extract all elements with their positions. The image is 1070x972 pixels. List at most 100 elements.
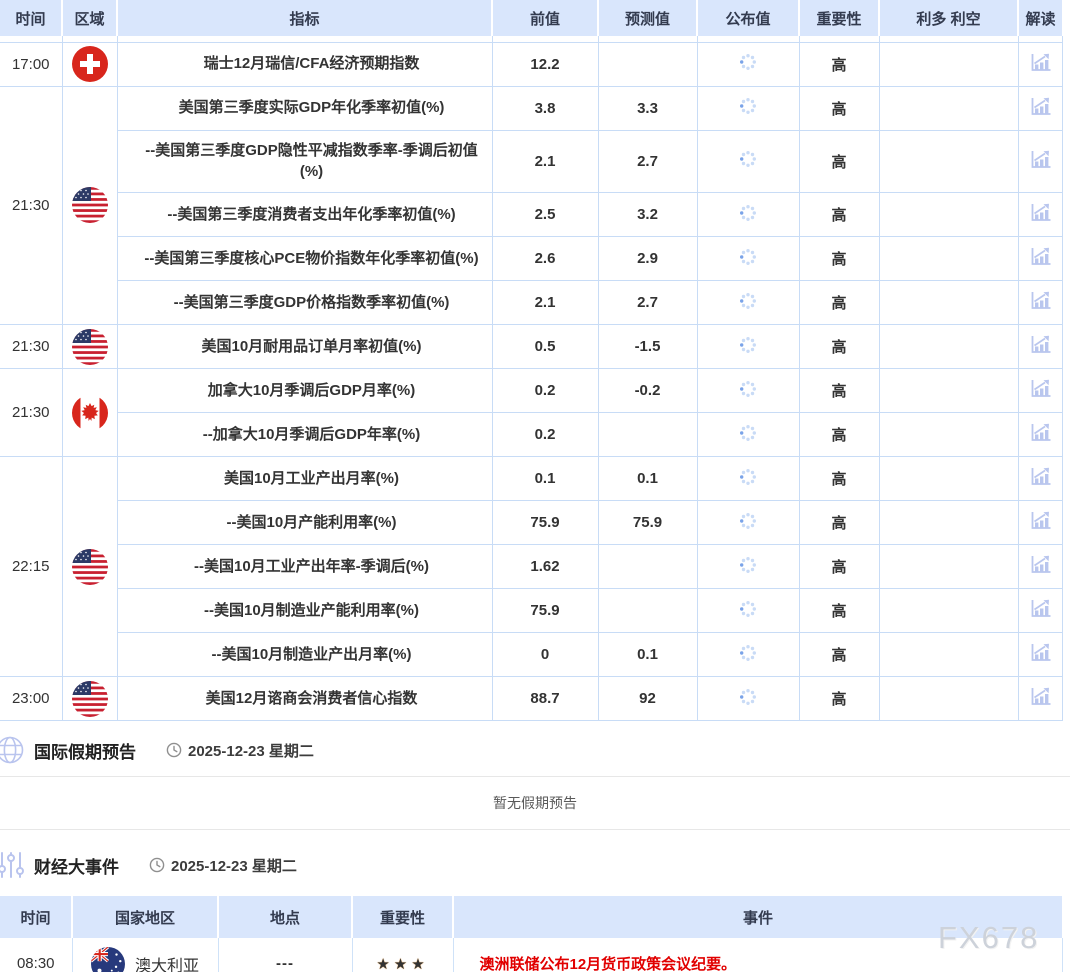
indicator-cell[interactable]: 美国12月谘商会消费者信心指数 xyxy=(116,676,493,721)
trend-chart-icon[interactable] xyxy=(1029,510,1052,531)
loading-spinner-icon xyxy=(740,688,756,705)
interpret-cell[interactable] xyxy=(1017,236,1063,281)
interpret-cell[interactable] xyxy=(1017,456,1063,501)
usa-flag-icon xyxy=(71,680,108,717)
previous-value: 0.2 xyxy=(491,368,599,413)
indicator-cell[interactable]: --美国10月制造业产出月率(%) xyxy=(117,632,493,677)
interpret-cell[interactable] xyxy=(1017,192,1063,237)
loading-spinner-icon xyxy=(740,54,756,70)
holiday-section-header: 国际假期预告 2025-12-23 星期二 xyxy=(0,734,1070,766)
table-row: --加拿大10月季调后GDP年率(%) 0.2 高 xyxy=(0,412,1063,457)
indicator-cell[interactable]: --美国10月工业产出年率-季调后(%) xyxy=(117,544,493,589)
indicator-cell[interactable]: --美国第三季度GDP价格指数季率初值(%) xyxy=(117,280,493,325)
importance-cell: 高 xyxy=(798,236,880,281)
loading-spinner-icon xyxy=(740,556,756,573)
holiday-empty-message: 暂无假期预告 xyxy=(493,795,577,811)
event-text-cell[interactable]: 澳洲联储公布12月货币政策会议纪要。 xyxy=(452,938,1063,972)
previous-value: 88.7 xyxy=(491,676,599,721)
table-row: --美国10月制造业产能利用率(%) 75.9 高 xyxy=(0,588,1063,633)
trend-chart-icon[interactable] xyxy=(1029,554,1052,575)
table-row: 21:30 美国10月耐用品订单月率初值(%) 0.5 -1.5 高 xyxy=(0,324,1063,369)
trend-chart-icon[interactable] xyxy=(1029,598,1052,619)
interpret-cell[interactable] xyxy=(1017,632,1063,677)
indicator-cell[interactable]: --美国第三季度消费者支出年化季率初值(%) xyxy=(117,192,493,237)
region-cell xyxy=(61,85,118,325)
indicator-cell[interactable]: 美国10月耐用品订单月率初值(%) xyxy=(116,324,493,369)
trend-chart-icon[interactable] xyxy=(1029,466,1052,487)
importance-cell: 高 xyxy=(798,192,880,237)
loading-spinner-icon xyxy=(740,336,756,353)
table-row: 17:00 瑞士12月瑞信/CFA经济预期指数 12.2 高 xyxy=(0,41,1063,87)
table-row: 23:00 美国12月谘商会消费者信心指数 88.7 92 高 xyxy=(0,676,1063,721)
table-row: 21:30 加拿大10月季调后GDP月率(%) 0.2 -0.2 高 xyxy=(0,368,1063,457)
importance-cell: 高 xyxy=(798,129,880,193)
published-value-cell xyxy=(696,324,800,369)
events-section-header: 财经大事件 2025-12-23 星期二 xyxy=(0,849,1070,881)
indicator-cell[interactable]: 瑞士12月瑞信/CFA经济预期指数 xyxy=(116,41,493,87)
interpret-cell[interactable] xyxy=(1017,676,1063,721)
loading-spinner-icon xyxy=(740,248,756,265)
indicator-cell[interactable]: --美国10月产能利用率(%) xyxy=(117,500,493,545)
country-wrap: 澳大利亚 xyxy=(73,946,218,972)
published-value-cell xyxy=(696,85,800,131)
interpret-cell[interactable] xyxy=(1017,41,1063,87)
interpret-cell[interactable] xyxy=(1017,588,1063,633)
usa-flag-icon xyxy=(71,548,108,585)
bias-cell xyxy=(878,500,1019,545)
trend-chart-icon[interactable] xyxy=(1029,202,1052,223)
published-value-cell xyxy=(696,500,800,545)
trend-chart-icon[interactable] xyxy=(1029,246,1052,267)
importance-cell: 高 xyxy=(798,632,880,677)
holiday-section-date: 2025-12-23 星期二 xyxy=(166,740,314,761)
trend-chart-icon[interactable] xyxy=(1029,422,1052,443)
interpret-cell[interactable] xyxy=(1017,85,1063,131)
trend-chart-icon[interactable] xyxy=(1029,96,1052,117)
indicator-cell[interactable]: --美国10月制造业产能利用率(%) xyxy=(117,588,493,633)
previous-value: 0.1 xyxy=(491,456,599,501)
time-cell: 21:30 xyxy=(0,85,63,325)
trend-chart-icon[interactable] xyxy=(1029,642,1052,663)
trend-chart-icon[interactable] xyxy=(1029,686,1052,707)
forecast-value: 92 xyxy=(597,676,698,721)
interpret-cell[interactable] xyxy=(1017,129,1063,193)
bias-cell xyxy=(878,280,1019,325)
indicator-cell[interactable]: 美国第三季度实际GDP年化季率初值(%) xyxy=(116,85,493,131)
indicator-cell[interactable]: --美国第三季度GDP隐性平减指数季率-季调后初值(%) xyxy=(117,129,493,193)
trend-chart-icon[interactable] xyxy=(1029,378,1052,399)
interpret-cell[interactable] xyxy=(1017,280,1063,325)
table-row: --美国10月工业产出年率-季调后(%) 1.62 高 xyxy=(0,544,1063,589)
importance-cell: 高 xyxy=(798,368,880,413)
col-header-forecast: 预测值 xyxy=(597,0,697,36)
interpret-cell[interactable] xyxy=(1017,368,1063,413)
usa-flag-icon xyxy=(71,187,108,224)
previous-value: 2.1 xyxy=(491,280,599,325)
forecast-value: 2.7 xyxy=(597,129,698,193)
interpret-cell[interactable] xyxy=(1017,500,1063,545)
trend-chart-icon[interactable] xyxy=(1029,334,1052,355)
interpret-cell[interactable] xyxy=(1017,412,1063,457)
switzerland-flag-icon xyxy=(71,46,108,82)
evt-col-event: 事件 xyxy=(452,896,1062,938)
previous-value: 12.2 xyxy=(491,41,599,87)
col-header-region: 区域 xyxy=(61,0,117,36)
indicator-cell[interactable]: --加拿大10月季调后GDP年率(%) xyxy=(117,412,493,457)
indicator-cell[interactable]: 美国10月工业产出月率(%) xyxy=(116,456,493,501)
region-cell xyxy=(61,676,118,721)
interpret-cell[interactable] xyxy=(1017,544,1063,589)
trend-chart-icon[interactable] xyxy=(1029,52,1052,73)
previous-value: 2.1 xyxy=(491,129,599,193)
col-header-time: 时间 xyxy=(0,0,62,36)
indicator-cell[interactable]: --美国第三季度核心PCE物价指数年化季率初值(%) xyxy=(117,236,493,281)
forecast-value: 3.2 xyxy=(597,192,698,237)
evt-col-location: 地点 xyxy=(217,896,352,938)
published-value-cell xyxy=(696,280,800,325)
trend-chart-icon[interactable] xyxy=(1029,290,1052,311)
published-value-cell xyxy=(696,368,800,413)
trend-chart-icon[interactable] xyxy=(1029,149,1052,170)
interpret-cell[interactable] xyxy=(1017,324,1063,369)
bias-cell xyxy=(878,85,1019,131)
indicator-cell[interactable]: 加拿大10月季调后GDP月率(%) xyxy=(116,368,493,413)
table-row: --美国第三季度GDP价格指数季率初值(%) 2.1 2.7 高 xyxy=(0,280,1063,325)
region-cell xyxy=(61,368,118,457)
bias-cell xyxy=(878,456,1019,501)
